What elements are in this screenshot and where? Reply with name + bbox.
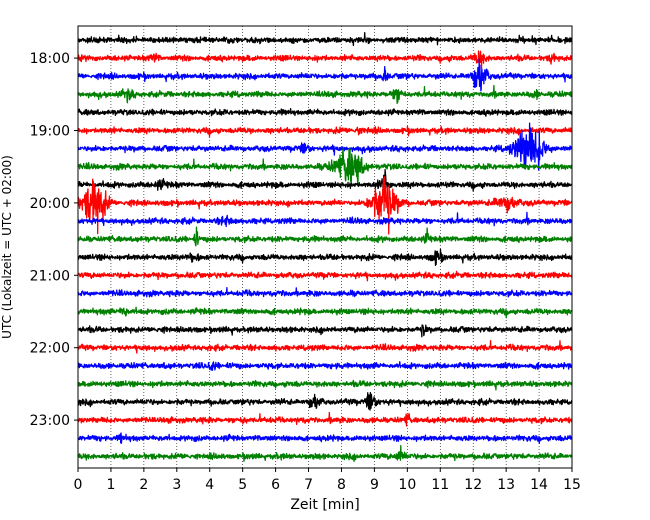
plot-frame (77, 25, 573, 469)
x-tick-label: 9 (370, 477, 379, 493)
seismic-trace (78, 270, 572, 282)
seismic-trace (78, 148, 572, 187)
x-tick-label: 8 (337, 477, 346, 493)
x-tick-label: 5 (238, 477, 247, 493)
seismic-trace (78, 211, 572, 228)
y-tick-label: 20:00 (30, 196, 70, 212)
seismic-trace (78, 176, 572, 235)
seismic-trace (78, 361, 572, 371)
seismic-trace (78, 226, 572, 247)
y-tick-label: 23:00 (30, 413, 70, 429)
seismic-trace (78, 391, 572, 411)
x-tick-label: 1 (106, 477, 115, 493)
y-tick-label: 18:00 (30, 51, 70, 67)
seismic-trace (78, 169, 572, 194)
x-tick-label: 10 (398, 477, 416, 493)
x-tick-label: 12 (464, 477, 482, 493)
seismic-trace (78, 286, 572, 298)
x-axis-label: Zeit [min] (290, 497, 359, 513)
y-axis: 18:00 19:00 20:00 21:00 22:00 23:00 (30, 51, 78, 429)
seismic-trace (78, 445, 572, 463)
seismic-trace (78, 306, 572, 319)
seismic-trace (78, 122, 572, 171)
x-tick-label: 7 (304, 477, 313, 493)
x-tick-label: 11 (431, 477, 449, 493)
x-tick-label: 15 (563, 477, 581, 493)
y-tick-label: 22:00 (30, 341, 70, 357)
seismic-trace (78, 58, 572, 92)
plot-background (78, 26, 572, 468)
x-tick-label: 3 (172, 477, 181, 493)
x-tick-label: 13 (497, 477, 515, 493)
y-axis-label: UTC (Lokalzeit = UTC + 02:00) (0, 155, 14, 339)
seismic-trace (78, 84, 572, 105)
seismic-trace (78, 50, 572, 70)
x-tick-label: 4 (205, 477, 214, 493)
seismic-trace (78, 125, 572, 138)
x-tick-label: 2 (139, 477, 148, 493)
seismic-trace (78, 379, 572, 391)
seismic-trace (78, 432, 572, 445)
x-tick-label: 14 (530, 477, 548, 493)
traces-group (78, 31, 572, 463)
x-tick-label: 6 (271, 477, 280, 493)
seismic-trace (78, 324, 572, 338)
y-tick-label: 21:00 (30, 268, 70, 284)
x-tick-label: 0 (74, 477, 83, 493)
seismic-trace (78, 108, 572, 117)
seismic-trace (78, 340, 572, 354)
seismic-trace (78, 411, 572, 427)
x-axis: 0 1 2 3 4 5 6 7 8 9 10 11 12 13 14 15 (74, 468, 581, 493)
seismic-trace (78, 31, 572, 47)
y-tick-label: 19:00 (30, 124, 70, 140)
seismic-trace (78, 248, 572, 266)
